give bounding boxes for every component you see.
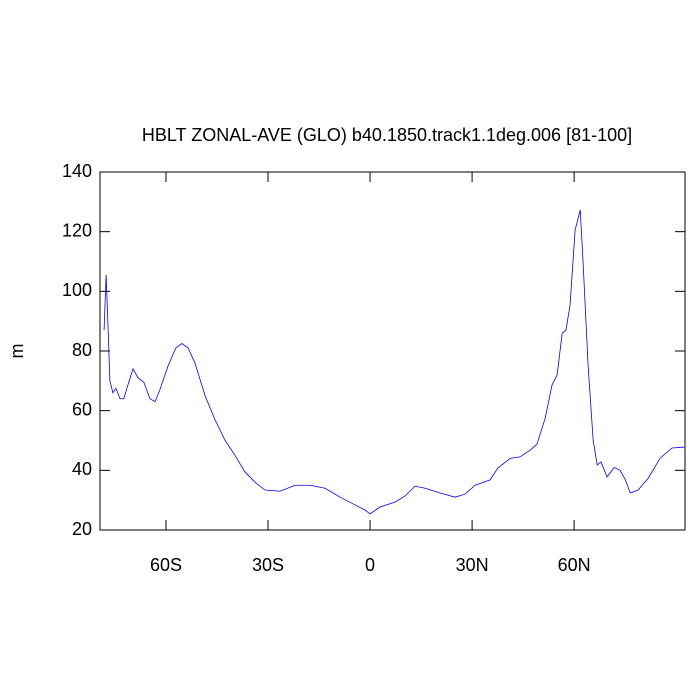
y-tick-label: 140 xyxy=(62,161,92,181)
data-line xyxy=(103,209,685,515)
x-tick-label: 30S xyxy=(252,555,284,575)
y-axis-label: m xyxy=(7,344,27,359)
y-tick-label: 40 xyxy=(72,459,92,479)
x-tick-label: 60S xyxy=(150,555,182,575)
plot-frame xyxy=(99,171,686,531)
y-tick-label: 60 xyxy=(72,399,92,419)
y-tick-label: 20 xyxy=(72,519,92,539)
y-tick-label: 120 xyxy=(62,220,92,240)
y-tick-label: 100 xyxy=(62,280,92,300)
x-tick-label: 60N xyxy=(558,555,591,575)
chart-title: HBLT ZONAL-AVE (GLO) b40.1850.track1.1de… xyxy=(142,125,632,145)
x-tick-label: 0 xyxy=(365,555,375,575)
y-tick-label: 80 xyxy=(72,340,92,360)
x-tick-label: 30N xyxy=(456,555,489,575)
